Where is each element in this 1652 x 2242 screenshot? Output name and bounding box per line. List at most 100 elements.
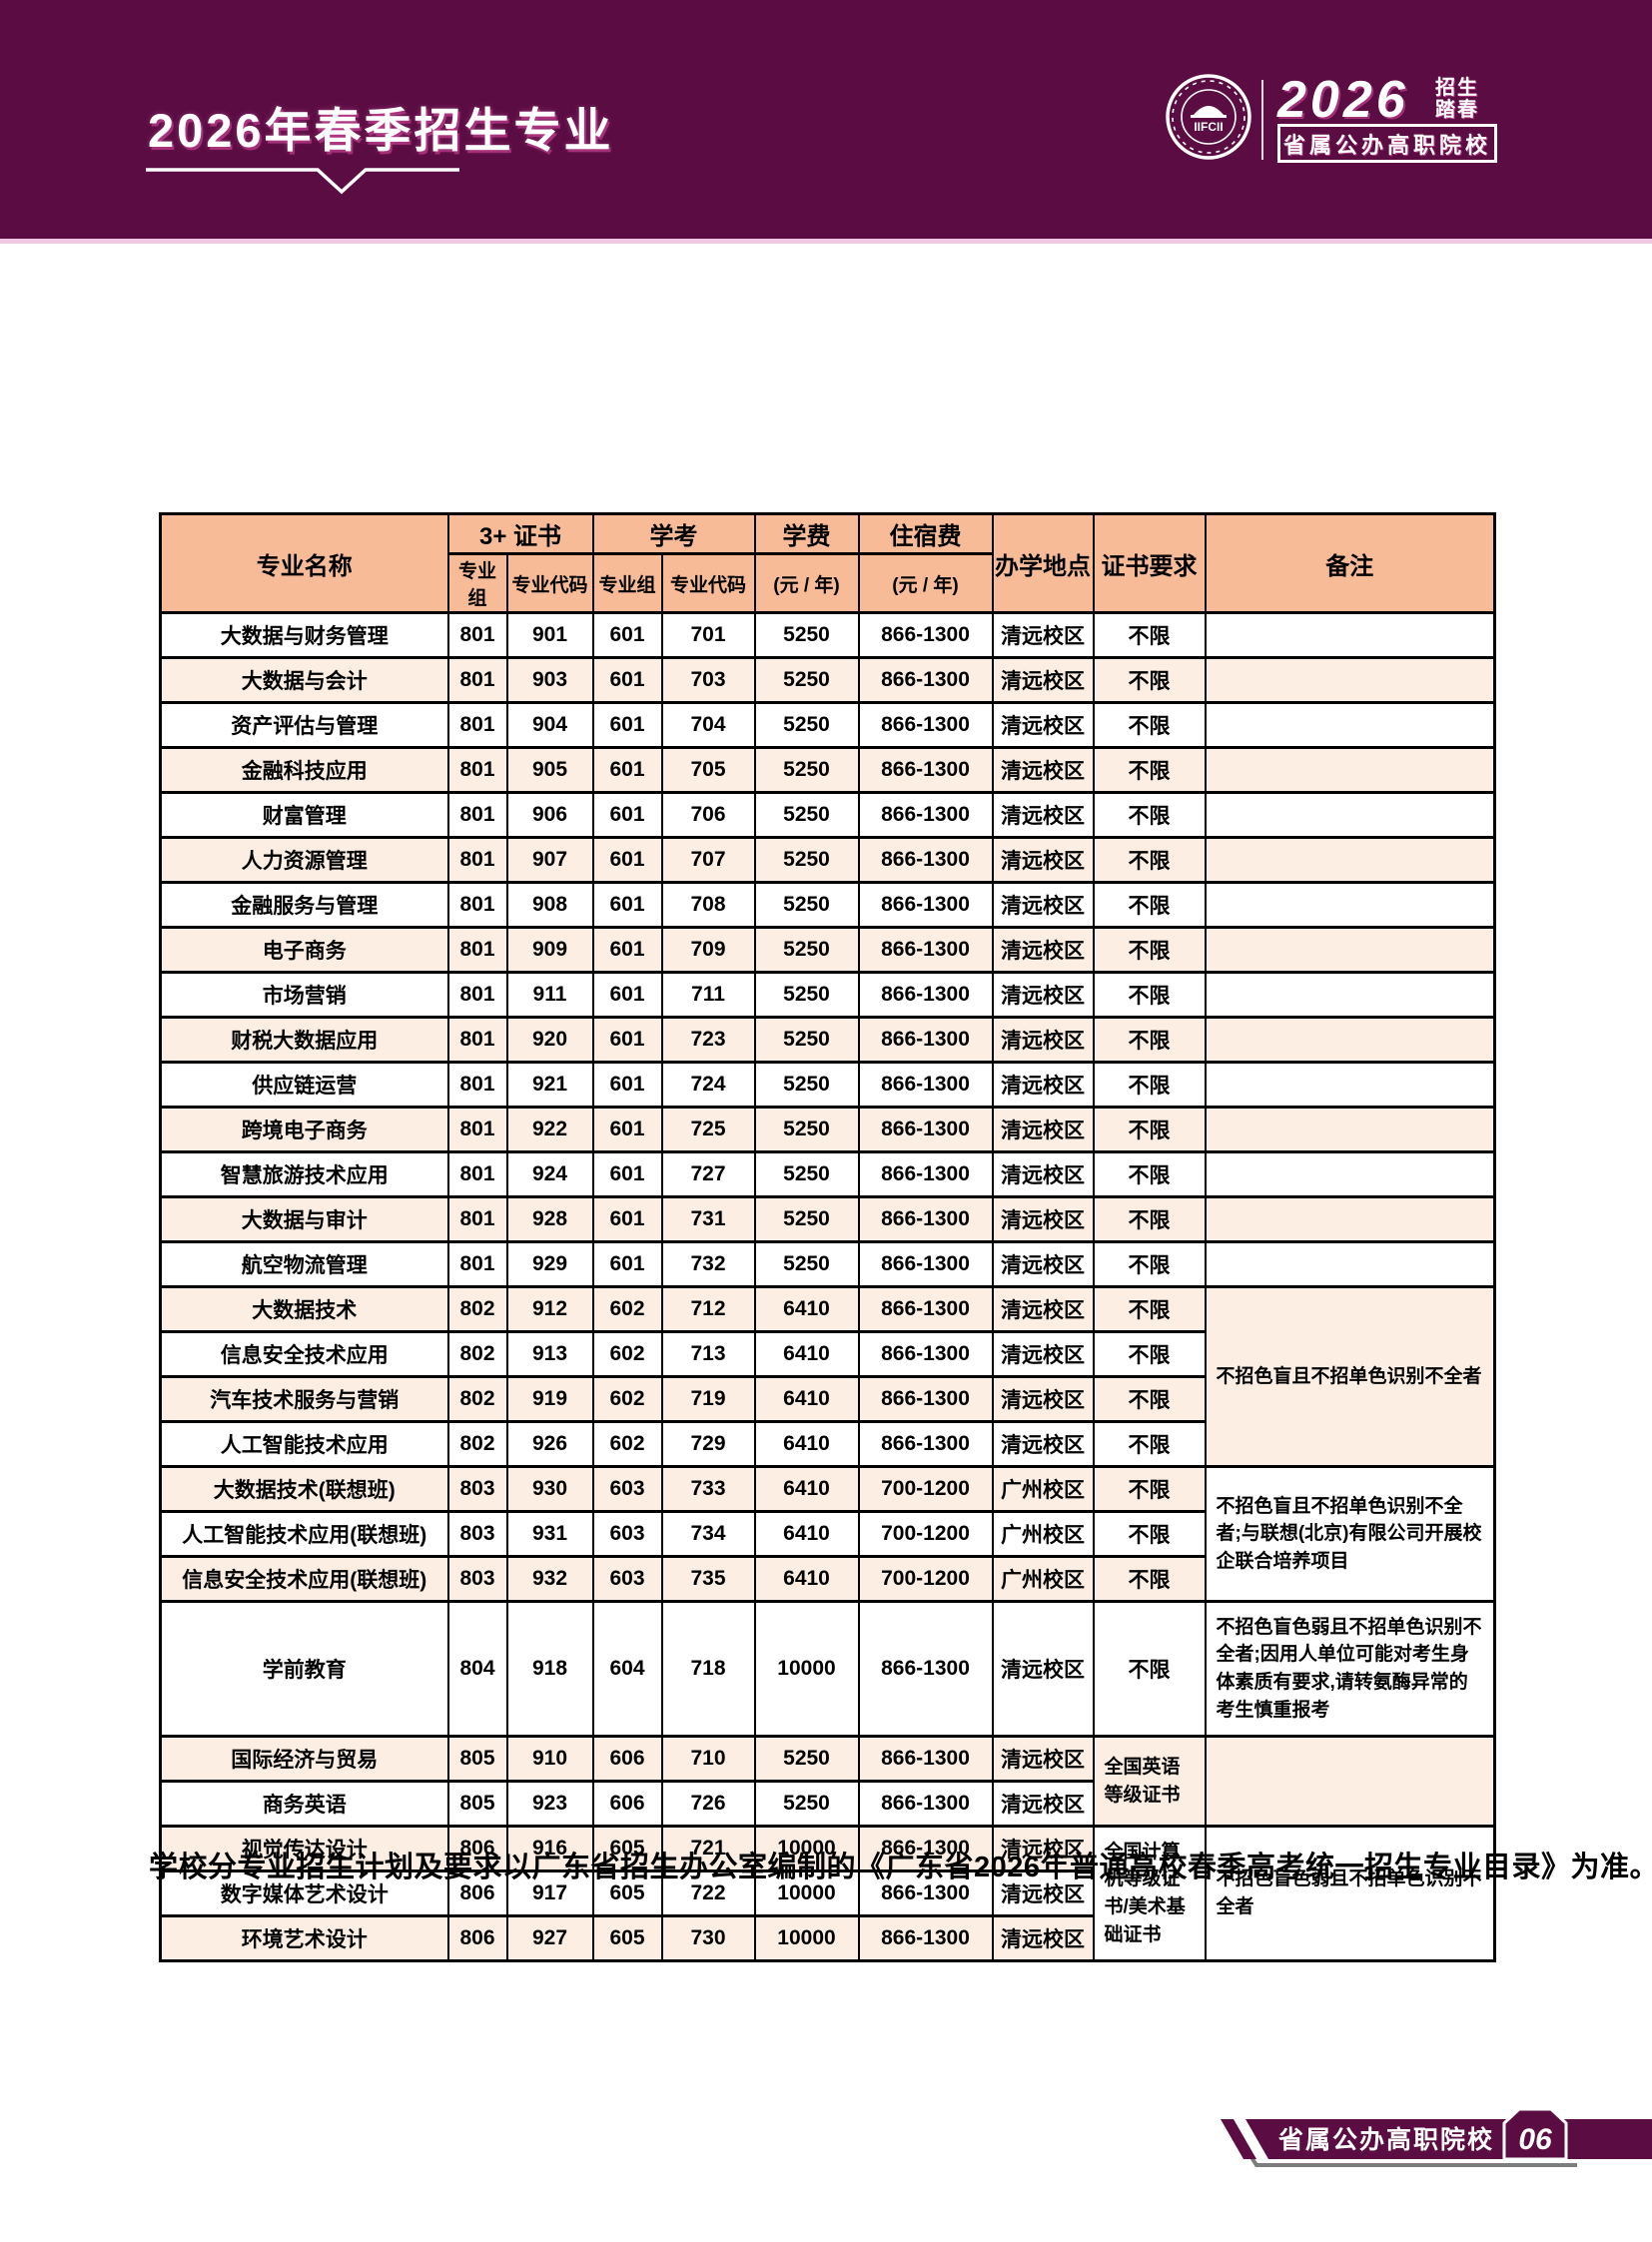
cell-campus: 清远校区 — [991, 1375, 1095, 1423]
cell-campus: 清远校区 — [991, 1016, 1095, 1064]
cell-major-name: 财富管理 — [159, 791, 449, 839]
cell-cert: 不限 — [1092, 701, 1207, 749]
cell-major-name: 供应链运营 — [159, 1061, 449, 1109]
cell-fee: 700-1200 — [857, 1555, 994, 1603]
cell-xuekao-group: 601 — [591, 881, 663, 929]
table-row: 跨境电子商务 801 922 601 725 5250 866-1300 清远校区 不限 — [159, 1106, 1496, 1153]
cell-fee: 866-1300 — [857, 1285, 994, 1333]
cell-note — [1204, 791, 1496, 839]
cell-3cert-group: 801 — [446, 701, 508, 749]
footnote-text: 学校分专业招生计划及要求以广东省招生办公室编制的《广东省2026年普通高校春季高… — [149, 1852, 1652, 1883]
cell-cert-merged: 全国英语等级证书 — [1092, 1735, 1207, 1828]
cell-fee: 866-1300 — [857, 791, 994, 839]
cell-3cert-group: 801 — [446, 656, 508, 704]
cell-major-name: 金融服务与管理 — [159, 881, 449, 929]
cell-campus: 清远校区 — [991, 611, 1095, 659]
cell-xuekao-group: 605 — [591, 1869, 663, 1917]
cell-xuekao-group: 601 — [591, 656, 663, 704]
table-row: 金融服务与管理 801 908 601 708 5250 866-1300 清远校区 不限 — [159, 881, 1496, 929]
cell-cert: 不限 — [1092, 836, 1207, 884]
cell-note — [1204, 611, 1496, 659]
page-number-badge — [1502, 2107, 1568, 2161]
cell-3cert-code: 919 — [505, 1375, 594, 1423]
cell-tuition: 6410 — [753, 1375, 860, 1423]
table-row: 大数据技术(联想班) 803 930 603 733 6410 700-1200 广州校区 不限… — [159, 1465, 1496, 1603]
cell-3cert-group: 801 — [446, 1195, 508, 1243]
cell-fee: 866-1300 — [857, 656, 994, 704]
cell-xuekao-code: 731 — [660, 1195, 756, 1243]
cell-xuekao-code: 729 — [660, 1420, 756, 1468]
subheader-group1: 专业组 — [446, 552, 508, 614]
table-row: 视觉传达设计 806 916 605 721 10000 866-1300 清远校区 全国计算机… — [159, 1825, 1496, 1962]
cell-xuekao-group: 606 — [591, 1735, 663, 1783]
table-row: 人力资源管理 801 907 601 707 5250 866-1300 清远校区 不限 — [159, 836, 1496, 884]
logo-year: 2026 — [1277, 71, 1409, 129]
cell-major-name: 大数据与审计 — [159, 1195, 449, 1243]
cell-3cert-group: 801 — [446, 611, 508, 659]
table-row: 电子商务 801 909 601 709 5250 866-1300 清远校区 不限 — [159, 926, 1496, 974]
cell-xuekao-code: 735 — [660, 1555, 756, 1603]
cell-3cert-group: 801 — [446, 836, 508, 884]
cell-xuekao-group: 605 — [591, 1914, 663, 1962]
cell-fee: 866-1300 — [857, 1016, 994, 1064]
cell-3cert-group: 804 — [446, 1600, 508, 1738]
table-row: 市场营销 801 911 601 711 5250 866-1300 清远校区 不限 — [159, 971, 1496, 1019]
cell-tuition: 10000 — [753, 1914, 860, 1962]
page-title: 2026年春季招生专业 — [148, 104, 614, 157]
cell-3cert-code: 928 — [505, 1195, 594, 1243]
cell-fee: 866-1300 — [857, 1780, 994, 1828]
cell-xuekao-group: 604 — [591, 1600, 663, 1738]
cell-major-name: 商务英语 — [159, 1780, 449, 1828]
cell-3cert-group: 802 — [446, 1285, 508, 1333]
cell-fee: 866-1300 — [857, 1825, 994, 1872]
cell-xuekao-code: 707 — [660, 836, 756, 884]
cell-cert: 不限 — [1092, 1330, 1207, 1378]
majors-table: 专业名称 3+ 证书 学考 学费 住宿费 办学地点 证书要求 备注 专业组 专业… — [159, 512, 1496, 1962]
cell-tuition: 5250 — [753, 1016, 860, 1064]
cell-xuekao-group: 601 — [591, 611, 663, 659]
cell-xuekao-code: 734 — [660, 1510, 756, 1558]
cell-3cert-code: 929 — [505, 1240, 594, 1288]
cell-xuekao-code: 725 — [660, 1106, 756, 1153]
cell-tuition: 6410 — [753, 1420, 860, 1468]
cell-3cert-group: 801 — [446, 1240, 508, 1288]
cell-xuekao-code: 701 — [660, 611, 756, 659]
cell-major-name: 环境艺术设计 — [159, 1914, 449, 1962]
cell-major-name: 数字媒体艺术设计 — [159, 1869, 449, 1917]
cell-major-name: 国际经济与贸易 — [159, 1735, 449, 1783]
cell-tuition: 10000 — [753, 1600, 860, 1738]
cell-3cert-group: 801 — [446, 1016, 508, 1064]
cell-campus: 清远校区 — [991, 1914, 1095, 1962]
page-number: 06 — [1518, 2123, 1552, 2156]
cell-cert: 不限 — [1092, 881, 1207, 929]
cell-note-merged: 不招色盲且不招单色识别不全者 — [1204, 1285, 1496, 1468]
cell-tuition: 10000 — [753, 1825, 860, 1872]
table-row: 供应链运营 801 921 601 724 5250 866-1300 清远校区 不限 — [159, 1061, 1496, 1109]
cell-major-name: 信息安全技术应用(联想班) — [159, 1555, 449, 1603]
cell-note — [1204, 1106, 1496, 1153]
cell-xuekao-group: 601 — [591, 971, 663, 1019]
cell-tuition: 5250 — [753, 1195, 860, 1243]
cell-3cert-group: 802 — [446, 1420, 508, 1468]
cell-xuekao-code: 727 — [660, 1150, 756, 1198]
cell-campus: 清远校区 — [991, 1150, 1095, 1198]
cell-3cert-code: 924 — [505, 1150, 594, 1198]
cell-xuekao-group: 601 — [591, 1150, 663, 1198]
cell-campus: 广州校区 — [991, 1555, 1095, 1603]
cell-3cert-group: 801 — [446, 1061, 508, 1109]
cell-xuekao-group: 602 — [591, 1285, 663, 1333]
table-row: 大数据与财务管理 801 901 601 701 5250 866-1300 清远校区 不限 — [159, 611, 1496, 659]
cell-fee: 866-1300 — [857, 1735, 994, 1783]
cell-fee: 866-1300 — [857, 1914, 994, 1962]
cell-xuekao-code: 723 — [660, 1016, 756, 1064]
cell-3cert-group: 803 — [446, 1510, 508, 1558]
cell-note — [1204, 701, 1496, 749]
cell-xuekao-group: 601 — [591, 1061, 663, 1109]
subheader-fee-unit: (元 / 年) — [857, 552, 994, 614]
cell-note — [1204, 881, 1496, 929]
cell-fee: 866-1300 — [857, 1240, 994, 1288]
cell-3cert-group: 805 — [446, 1780, 508, 1828]
cell-fee: 866-1300 — [857, 1420, 994, 1468]
title-underline-decoration — [146, 168, 459, 195]
cell-major-name: 市场营销 — [159, 971, 449, 1019]
